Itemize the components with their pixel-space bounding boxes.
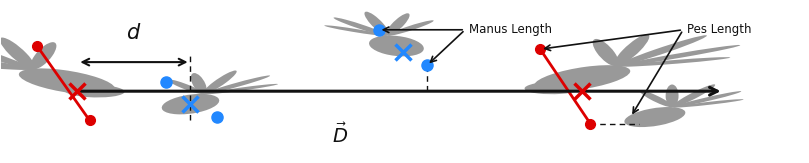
Ellipse shape (333, 17, 388, 36)
Ellipse shape (618, 57, 731, 67)
Ellipse shape (593, 39, 619, 66)
Ellipse shape (203, 70, 237, 94)
Ellipse shape (616, 35, 707, 66)
Ellipse shape (65, 85, 125, 97)
Ellipse shape (19, 68, 115, 95)
Ellipse shape (618, 45, 740, 66)
Ellipse shape (0, 38, 32, 69)
Ellipse shape (524, 82, 585, 94)
Text: $\vec{D}$: $\vec{D}$ (332, 123, 348, 147)
Text: $d$: $d$ (126, 23, 142, 43)
Ellipse shape (0, 48, 32, 70)
Ellipse shape (386, 13, 409, 36)
Ellipse shape (614, 34, 650, 66)
Ellipse shape (167, 79, 204, 94)
Ellipse shape (324, 25, 387, 36)
Ellipse shape (640, 90, 672, 107)
Ellipse shape (388, 20, 434, 36)
Ellipse shape (191, 73, 206, 94)
Ellipse shape (205, 75, 270, 94)
Ellipse shape (534, 65, 630, 91)
Ellipse shape (31, 42, 57, 69)
Ellipse shape (369, 36, 424, 56)
Ellipse shape (0, 60, 32, 70)
Ellipse shape (625, 107, 685, 127)
Ellipse shape (0, 37, 35, 69)
Ellipse shape (672, 84, 715, 107)
Ellipse shape (666, 84, 679, 107)
Ellipse shape (205, 84, 278, 94)
Ellipse shape (673, 91, 741, 107)
Text: Pes Length: Pes Length (687, 23, 752, 36)
Ellipse shape (364, 12, 389, 36)
Text: Manus Length: Manus Length (469, 23, 552, 36)
Ellipse shape (162, 94, 219, 114)
Ellipse shape (673, 99, 743, 108)
